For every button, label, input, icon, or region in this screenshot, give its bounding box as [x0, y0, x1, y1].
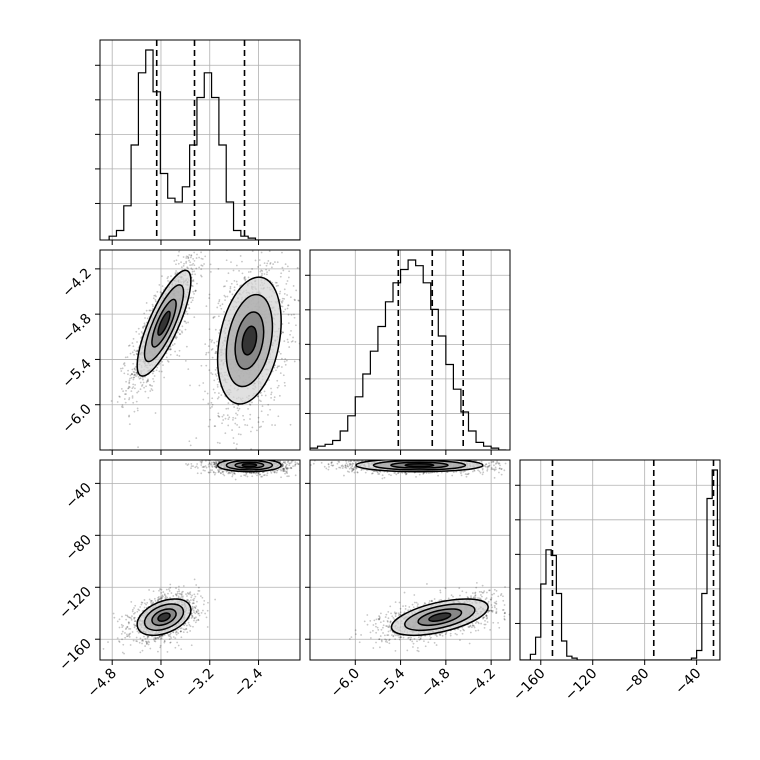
density-contour-0-3 [157, 310, 171, 336]
hist-bin-2-3 [536, 637, 541, 660]
marginal-panel-1 [305, 249, 511, 455]
hist-bin-0-10 [182, 187, 189, 240]
hist-bin-0-2 [124, 206, 131, 240]
joint-panel-0-1: −6.0 −5.4 −4.8 −4.2 [59, 249, 301, 455]
x-tick-label-0: −160 [510, 666, 549, 705]
hist-outline-1 [310, 259, 507, 450]
y-tick-label-2: −4.8 [59, 311, 94, 346]
hist-bin-0-11 [190, 145, 197, 240]
x-tick-label-2: −80 [620, 666, 652, 698]
hist-bin-1-5 [348, 416, 356, 450]
hist-bin-0-17 [234, 231, 241, 241]
y-tick-label-0: −160 [56, 636, 95, 675]
panel-frame-0 [99, 39, 301, 241]
hist-bin-2-5 [546, 550, 551, 660]
x-tick-label-1: −120 [562, 666, 601, 705]
scatter-cloud-0 [209, 263, 212, 266]
hist-bin-1-10 [385, 302, 393, 450]
hist-bin-0-3 [131, 145, 138, 240]
hist-bin-2-36 [707, 499, 712, 661]
hist-bin-2-7 [556, 594, 561, 661]
hist-bin-0-1 [116, 231, 123, 241]
hist-bin-1-18 [446, 365, 454, 451]
hist-bin-1-4 [340, 431, 348, 450]
density-contour-0-3 [428, 612, 452, 622]
hist-bin-1-15 [423, 283, 431, 450]
hist-bin-2-8 [562, 641, 567, 660]
hist-bin-2-4 [541, 584, 546, 660]
hist-bin-1-13 [408, 260, 416, 450]
panel-frame-1-2 [309, 459, 511, 661]
density-contour-1-3 [404, 462, 435, 468]
density-contour-0-3 [157, 612, 171, 622]
density-contour-1-3 [241, 462, 258, 468]
marginal-panel-0 [95, 39, 301, 245]
hist-bin-0-16 [226, 202, 233, 240]
hist-bin-2-35 [702, 594, 707, 661]
hist-bin-0-8 [168, 198, 175, 240]
hist-bin-0-5 [146, 50, 153, 240]
x-tick-label-3: −2.4 [231, 665, 266, 700]
hist-bin-1-19 [453, 389, 461, 450]
y-tick-label-3: −4.2 [59, 265, 94, 300]
y-tick-label-1: −5.4 [59, 356, 94, 391]
hist-bin-0-13 [204, 73, 211, 240]
hist-bin-1-7 [363, 374, 371, 450]
x-tick-label-1: −4.0 [133, 666, 168, 701]
hist-bin-0-4 [138, 73, 145, 240]
y-tick-label-3: −40 [63, 480, 95, 512]
x-tick-label-2: −3.2 [182, 666, 217, 701]
joint-panel-0-2: −4.8 −4.0 −3.2 −2.4 −160 −120 −80 −40 [56, 459, 301, 701]
hist-bin-1-17 [438, 336, 446, 450]
panel-frame-0-2 [99, 459, 301, 661]
hist-bin-1-3 [333, 441, 341, 451]
hist-bin-1-6 [355, 397, 363, 450]
joint-panel-1-2: −6.0 −5.4 −4.8 −4.2 [305, 459, 511, 701]
marginal-panel-2: −160 −120 −80 −40 [510, 459, 721, 705]
x-tick-label-0: −4.8 [85, 666, 120, 701]
hist-bin-1-2 [325, 444, 333, 450]
hist-bin-0-15 [219, 145, 226, 240]
panel-frame-2 [519, 459, 721, 661]
hist-bin-0-9 [175, 202, 182, 240]
hist-bin-1-20 [461, 412, 469, 450]
hist-bin-1-22 [476, 442, 484, 450]
hist-bin-1-21 [468, 431, 476, 450]
hist-outline-0 [108, 49, 300, 240]
y-tick-label-0: −6.0 [59, 401, 94, 436]
x-tick-label-3: −40 [672, 666, 704, 698]
hist-bin-0-7 [160, 174, 167, 241]
hist-bin-1-9 [378, 327, 386, 451]
hist-outline-2 [520, 469, 720, 660]
panel-frame-0-1 [99, 249, 301, 451]
x-tick-label-3: −4.2 [464, 666, 499, 701]
hist-bin-1-14 [416, 266, 424, 450]
hist-bin-1-8 [370, 351, 378, 450]
panel-frame-1 [309, 249, 511, 451]
x-tick-label-0: −6.0 [328, 666, 363, 701]
hist-bin-1-11 [393, 283, 401, 450]
y-tick-label-1: −120 [56, 584, 95, 623]
hist-bin-2-2 [530, 654, 535, 660]
hist-bin-2-34 [697, 651, 702, 661]
hist-bin-1-12 [401, 270, 409, 451]
x-tick-label-2: −4.8 [418, 666, 453, 701]
x-tick-label-1: −5.4 [373, 665, 408, 700]
scatter-cloud-1 [355, 466, 358, 469]
y-tick-label-2: −80 [63, 532, 95, 564]
density-contour-1-3 [241, 325, 258, 356]
